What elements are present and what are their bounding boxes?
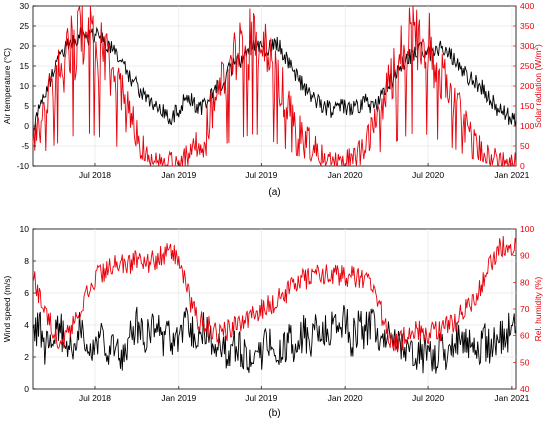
panel-b: 0 2 4 6 8 10 40 50 60 70 80 90 100 Jul 2018 Jan 2019 Ju… bbox=[2, 224, 543, 419]
y2-axis-label-main: Solar radiation (W/m bbox=[533, 50, 543, 127]
y2-tick-label: 60 bbox=[520, 331, 530, 341]
y2-tick-label: 200 bbox=[520, 81, 534, 91]
y2-axis-label: Solar radiation (W/m2) bbox=[533, 44, 543, 128]
x-tick-label: Jul 2019 bbox=[245, 393, 277, 403]
y-tick-label: -5 bbox=[21, 141, 29, 151]
y2-tick-label: 250 bbox=[520, 61, 534, 71]
y-tick-label: 15 bbox=[20, 61, 30, 71]
x-tick-label: Jan 2019 bbox=[161, 393, 196, 403]
y2-tick-label: 100 bbox=[520, 224, 534, 234]
y2-tick-label: 50 bbox=[520, 141, 530, 151]
y-tick-label: 4 bbox=[24, 320, 29, 330]
y2-tick-label: 50 bbox=[520, 357, 530, 367]
x-tick-label: Jan 2021 bbox=[494, 393, 529, 403]
y2-axis-label: Rel. humidity (%) bbox=[533, 276, 543, 341]
y-tick-label: 20 bbox=[20, 41, 30, 51]
y-tick-label: 10 bbox=[20, 224, 30, 234]
x-tick-label: Jul 2018 bbox=[79, 393, 111, 403]
y-tick-label: 25 bbox=[20, 21, 30, 31]
x-tick-label: Jan 2021 bbox=[494, 170, 529, 180]
panel-a: -10-505101520253005010015020025030035040… bbox=[2, 1, 543, 198]
x-tick-label: Jan 2020 bbox=[328, 393, 363, 403]
panel-label: (b) bbox=[268, 408, 280, 419]
x-tick-label: Jan 2019 bbox=[161, 170, 196, 180]
x-tick-label: Jul 2018 bbox=[79, 170, 111, 180]
x-tick-label: Jan 2020 bbox=[328, 170, 363, 180]
y-axis-label: Air temperature (°C) bbox=[2, 48, 12, 124]
y-tick-label: 2 bbox=[24, 352, 29, 362]
y-tick-label: 6 bbox=[24, 288, 29, 298]
y-tick-label: 0 bbox=[24, 121, 29, 131]
y2-tick-label: 300 bbox=[520, 41, 534, 51]
y2-tick-label: 90 bbox=[520, 251, 530, 261]
y2-tick-label: 70 bbox=[520, 304, 530, 314]
y2-tick-label: 350 bbox=[520, 21, 534, 31]
y2-tick-label: 40 bbox=[520, 384, 530, 394]
y-tick-label: 8 bbox=[24, 256, 29, 266]
y-axis-label: Wind speed (m/s) bbox=[2, 276, 12, 343]
series-line-right bbox=[32, 5, 517, 168]
y-tick-label: 5 bbox=[24, 101, 29, 111]
y2-axis-label-end: ) bbox=[533, 44, 543, 47]
y2-tick-label: 400 bbox=[520, 1, 534, 11]
y2-tick-label: 0 bbox=[520, 161, 525, 171]
y2-tick-label: 80 bbox=[520, 277, 530, 287]
x-tick-label: Jul 2020 bbox=[412, 393, 444, 403]
y2-tick-label: 150 bbox=[520, 101, 534, 111]
series-line-left bbox=[32, 26, 517, 136]
series-line-right bbox=[32, 235, 517, 353]
x-tick-label: Jul 2019 bbox=[245, 170, 277, 180]
x-tick-label: Jul 2020 bbox=[412, 170, 444, 180]
y-tick-label: -10 bbox=[17, 161, 30, 171]
y2-tick-label: 100 bbox=[520, 121, 534, 131]
y-tick-label: 30 bbox=[20, 1, 30, 11]
y-tick-label: 10 bbox=[20, 81, 30, 91]
panel-label: (a) bbox=[268, 187, 280, 198]
y2-axis-label-sup: 2 bbox=[534, 46, 540, 50]
y-tick-label: 0 bbox=[24, 384, 29, 394]
series-line-left bbox=[32, 305, 517, 374]
